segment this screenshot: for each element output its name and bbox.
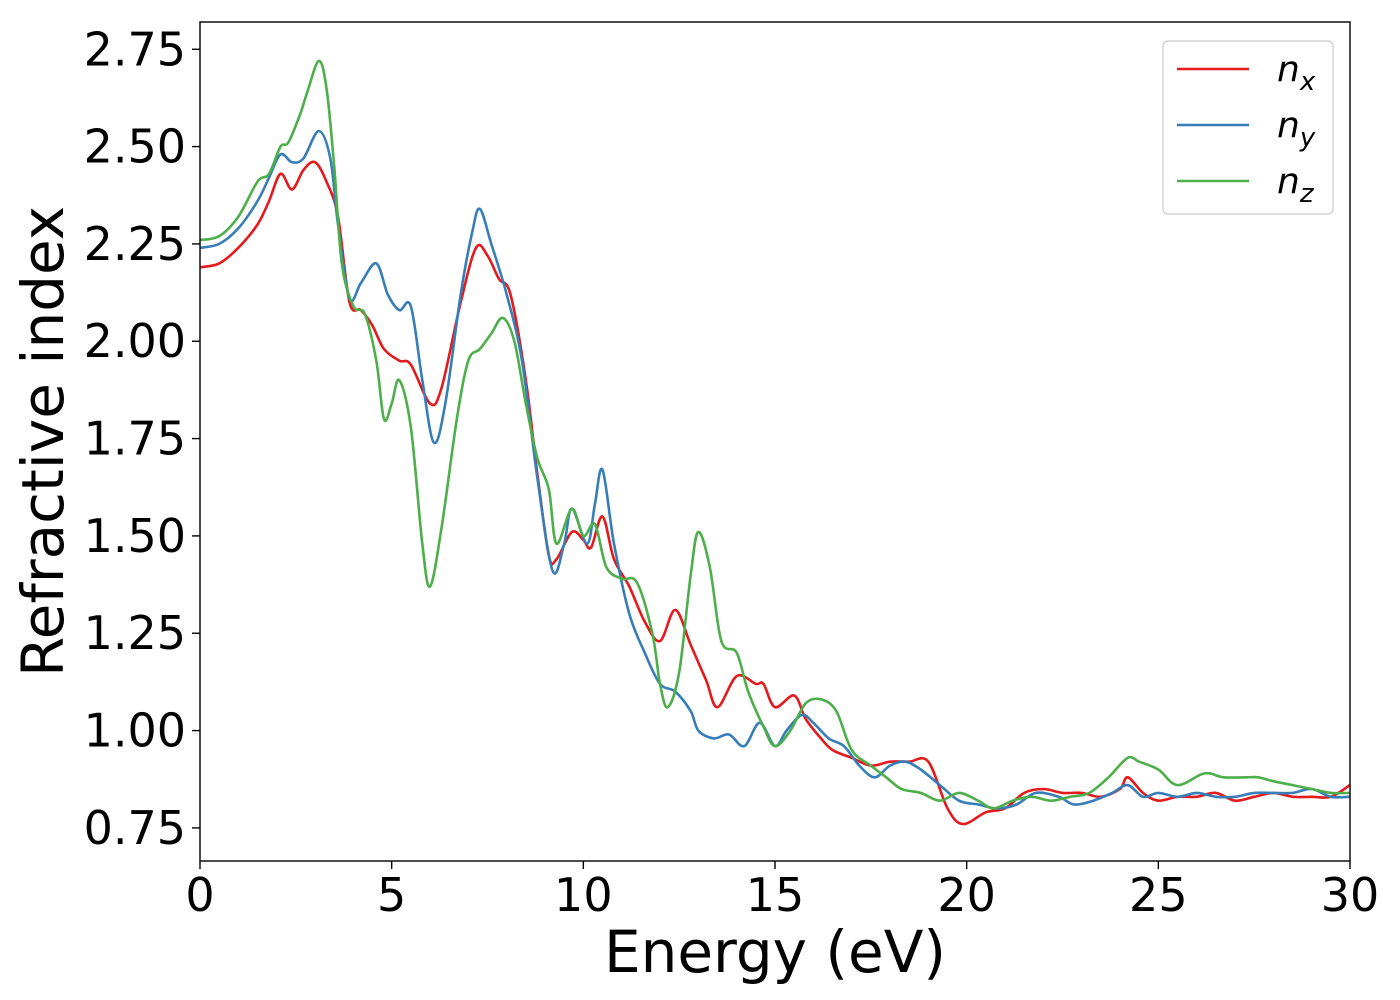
y-tick-label: 2.25	[84, 217, 186, 271]
y-tick-label: 1.75	[84, 412, 186, 466]
x-tick-label: 25	[1129, 868, 1188, 922]
x-tick-label: 10	[554, 868, 613, 922]
y-axis-label: Refractive index	[9, 206, 77, 677]
series-line-nz	[200, 59, 1350, 810]
x-tick-label: 20	[937, 868, 996, 922]
y-tick-label: 1.50	[84, 509, 186, 563]
legend-label-nz: nz	[1277, 161, 1315, 209]
legend-label-ny: ny	[1277, 105, 1316, 153]
y-axis-ticks: 0.75 1.00 1.25 1.50 1.75 2.00 2.25 2.50 2.75	[84, 22, 200, 855]
x-tick-label: 0	[185, 868, 214, 922]
x-tick-label: 5	[377, 868, 406, 922]
x-axis-ticks: 0 5 10 15 20 25 30	[185, 861, 1379, 922]
legend-label-nx: nx	[1277, 49, 1316, 97]
x-axis-label: Energy (eV)	[604, 918, 946, 986]
y-tick-label: 1.25	[84, 606, 186, 660]
legend: nx ny nz	[1162, 40, 1334, 215]
series-line-ny	[200, 129, 1350, 810]
legend-box	[1162, 40, 1334, 215]
y-tick-label: 1.00	[84, 704, 186, 758]
y-tick-label: 2.75	[84, 22, 186, 76]
x-tick-label: 15	[746, 868, 805, 922]
y-tick-label: 0.75	[84, 801, 186, 855]
x-tick-label: 30	[1321, 868, 1380, 922]
y-tick-label: 2.50	[84, 120, 186, 174]
plot-lines	[200, 59, 1350, 826]
y-tick-label: 2.00	[84, 314, 186, 368]
